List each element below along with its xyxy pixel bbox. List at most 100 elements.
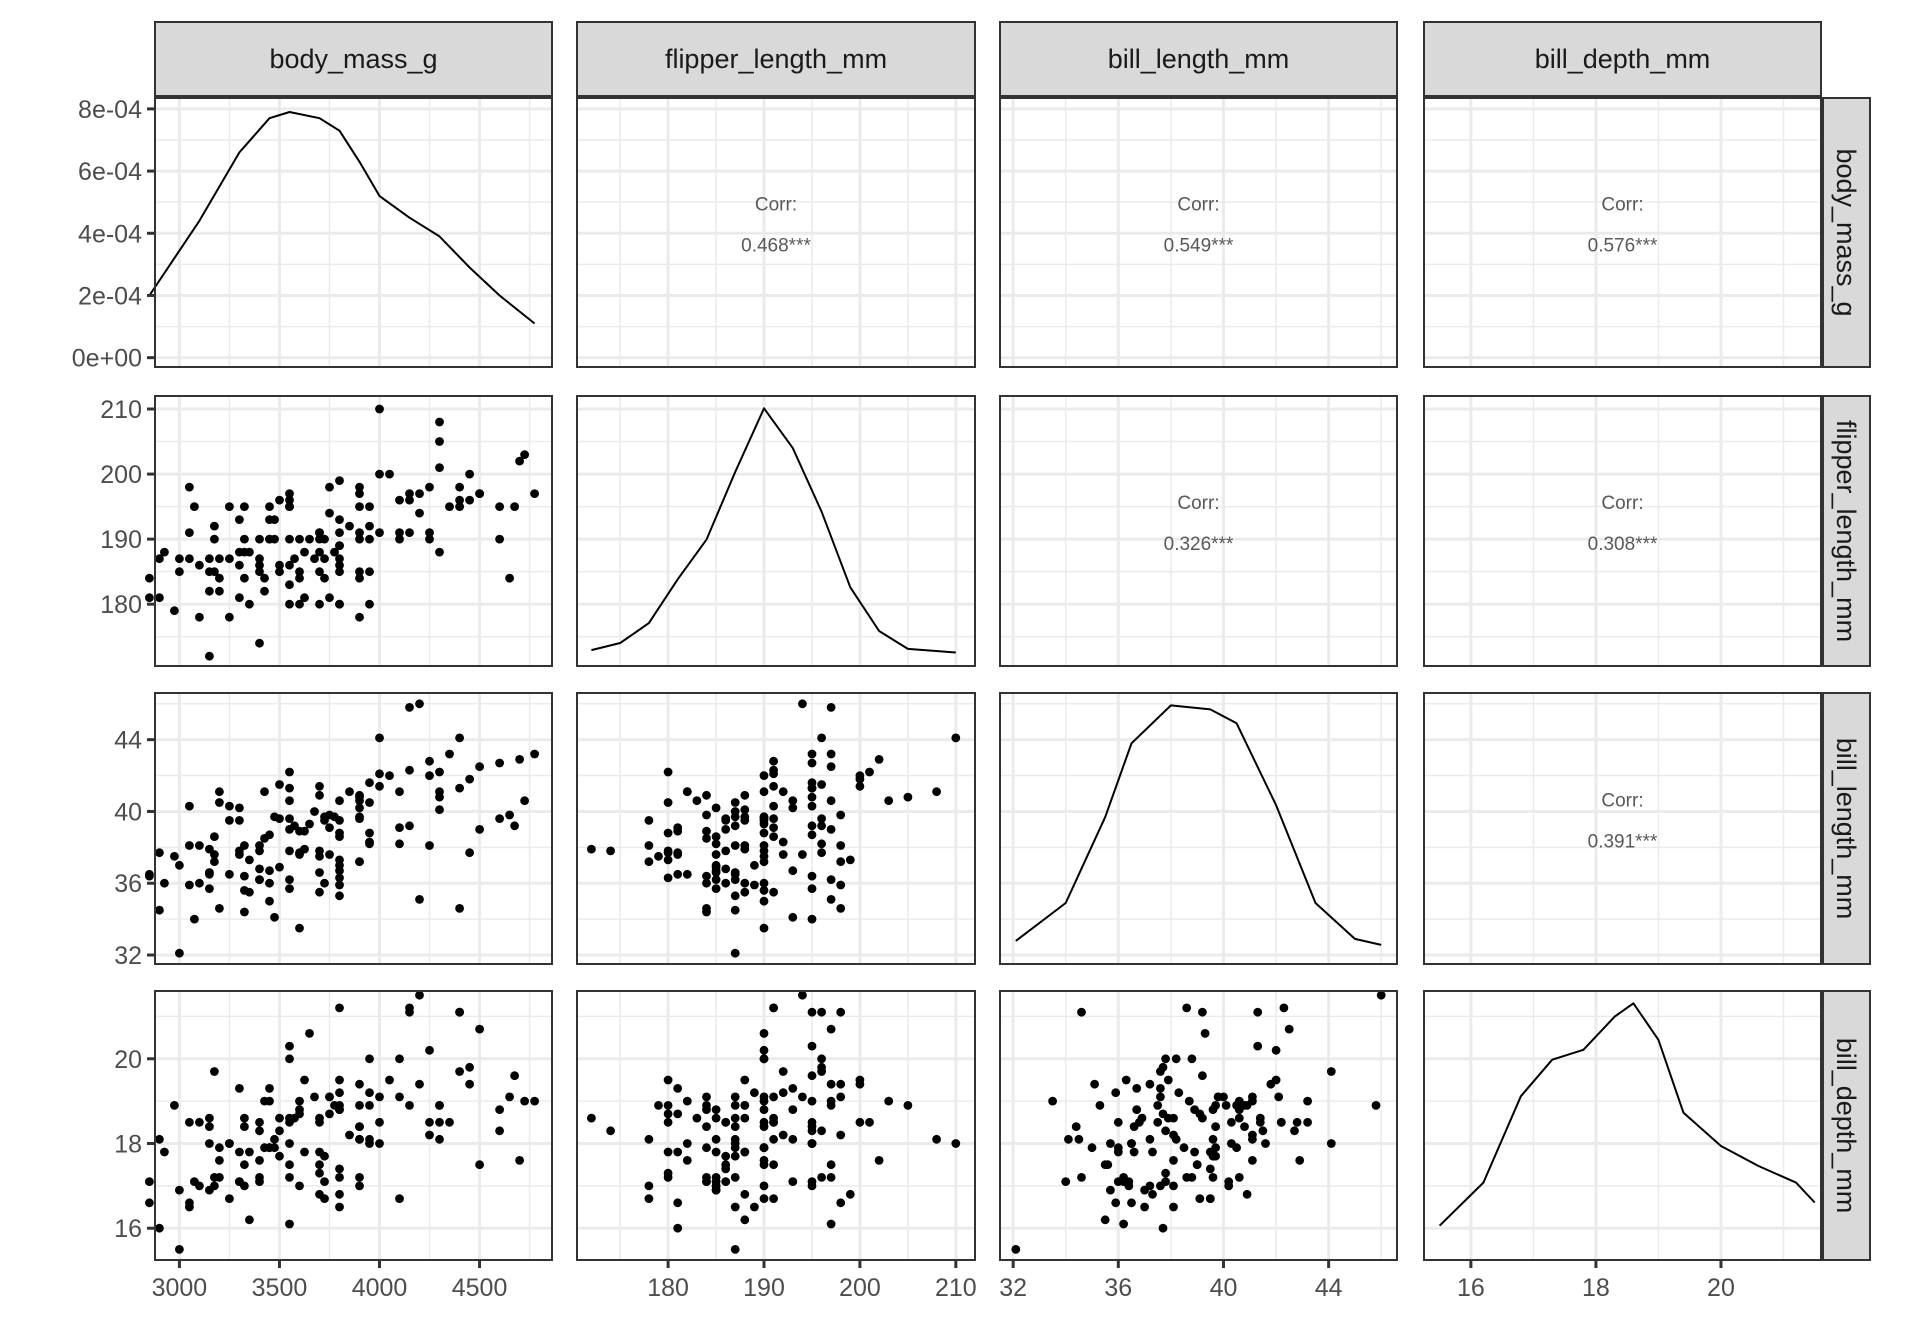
- scatter-point: [425, 756, 434, 766]
- scatter-point: [1219, 1092, 1228, 1102]
- scatter-point: [884, 1096, 894, 1106]
- scatter-point: [682, 1096, 692, 1106]
- scatter-point: [345, 521, 354, 531]
- corr-label: Corr:: [1177, 195, 1219, 216]
- scatter-point: [1248, 1134, 1257, 1144]
- corr-value: 0.549***: [1164, 236, 1234, 257]
- scatter-point: [225, 554, 234, 564]
- scatter-point: [285, 1054, 294, 1064]
- scatter-point: [260, 586, 269, 596]
- scatter-point: [235, 1177, 244, 1186]
- scatter-point: [826, 825, 836, 834]
- row-strip-label: bill_depth_mm: [1831, 1038, 1861, 1214]
- panel-background: [1424, 991, 1821, 1260]
- scatter-point: [425, 1045, 434, 1055]
- scatter-point: [225, 801, 234, 811]
- scatter-point: [759, 896, 769, 906]
- scatter-point: [1169, 1113, 1178, 1123]
- scatter-point: [215, 798, 224, 807]
- scatter-point: [1182, 1173, 1192, 1182]
- scatter-point: [759, 1143, 769, 1153]
- scatter-point: [385, 469, 394, 479]
- y-tick-label: 18: [114, 1131, 142, 1159]
- panel-border: [154, 990, 553, 1261]
- scatter-point: [335, 1173, 344, 1182]
- scatter-point: [335, 796, 344, 806]
- scatter-point: [475, 1024, 484, 1034]
- scatter-point: [335, 880, 344, 890]
- scatter-point: [711, 1147, 721, 1157]
- scatter-point: [730, 798, 740, 807]
- scatter-point: [435, 437, 444, 446]
- scatter-point: [160, 547, 169, 557]
- scatter-point: [275, 560, 284, 570]
- scatter-point: [335, 1075, 344, 1085]
- scatter-point: [817, 733, 826, 743]
- scatter-point: [759, 771, 769, 780]
- scatter-point: [520, 1096, 529, 1106]
- scatter-point: [510, 502, 519, 511]
- scatter-point: [235, 1147, 244, 1157]
- panel-background: [1000, 396, 1397, 666]
- scatter-point: [365, 599, 374, 609]
- scatter-point: [807, 1096, 817, 1106]
- scatter-point: [817, 1126, 826, 1136]
- scatter-point: [644, 857, 654, 867]
- row-strip-label: bill_length_mm: [1831, 738, 1861, 920]
- scatter-point: [778, 787, 788, 797]
- scatter-point: [1187, 1054, 1197, 1064]
- scatter-point: [711, 1181, 721, 1191]
- scatter-point: [320, 534, 329, 544]
- scatter-point: [355, 1079, 364, 1089]
- scatter-point: [1290, 1126, 1299, 1136]
- scatter-point: [1200, 1029, 1210, 1038]
- scatter-point: [240, 1160, 249, 1170]
- row-strip-bill_depth_mm: [1822, 990, 1871, 1261]
- corr-value: 0.326***: [1164, 534, 1234, 555]
- scatter-point: [285, 1139, 294, 1148]
- x-tick-label: 210: [935, 1274, 977, 1302]
- scatter-point: [644, 1181, 654, 1191]
- scatter-point: [310, 1092, 319, 1102]
- scatter-point: [1148, 1147, 1157, 1157]
- scatter-point: [721, 1160, 731, 1170]
- x-tick-label: 4000: [352, 1274, 408, 1302]
- scatter-point: [385, 1075, 394, 1085]
- scatter-point: [315, 1117, 324, 1127]
- scatter-point: [606, 846, 615, 856]
- scatter-point: [190, 914, 199, 924]
- scatter-point: [285, 599, 294, 609]
- scatter-point: [275, 1151, 284, 1161]
- scatter-point: [817, 814, 826, 823]
- scatter-point: [682, 1139, 692, 1148]
- scatter-point: [769, 801, 778, 811]
- scatter-point: [355, 573, 364, 583]
- scatter-point: [315, 567, 324, 577]
- scatter-point: [644, 1194, 654, 1203]
- scatter-point: [1156, 1181, 1165, 1191]
- scatter-point: [730, 1173, 740, 1182]
- scatter-point: [836, 1130, 846, 1140]
- scatter-point: [788, 866, 798, 876]
- scatter-point: [495, 1105, 504, 1114]
- x-tick-label: 18: [1582, 1274, 1610, 1302]
- scatter-point: [255, 1117, 264, 1127]
- scatter-point: [1100, 1215, 1110, 1225]
- panel-2-2: [999, 692, 1398, 965]
- scatter-point: [587, 1113, 596, 1123]
- scatter-point: [260, 573, 269, 583]
- scatter-point: [711, 884, 721, 893]
- panel-3-1: [576, 990, 976, 1261]
- column-strip-label: bill_depth_mm: [1535, 44, 1711, 74]
- x-tick-label: 16: [1457, 1274, 1485, 1302]
- scatter-point: [836, 880, 846, 890]
- scatter-point: [730, 1122, 740, 1131]
- scatter-point: [295, 923, 304, 933]
- scatter-point: [170, 851, 179, 861]
- scatter-point: [663, 1117, 673, 1127]
- scatter-point: [270, 515, 279, 524]
- scatter-point: [295, 599, 304, 609]
- scatter-point: [1174, 1088, 1184, 1098]
- scatter-point: [778, 837, 788, 847]
- scatter-point: [365, 828, 374, 838]
